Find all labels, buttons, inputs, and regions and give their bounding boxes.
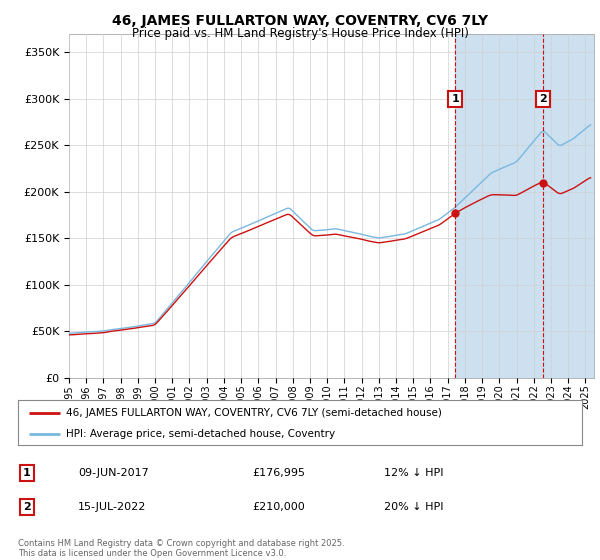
Text: Contains HM Land Registry data © Crown copyright and database right 2025.
This d: Contains HM Land Registry data © Crown c… [18,539,344,558]
Bar [455,34,594,378]
Text: £210,000: £210,000 [252,502,305,512]
Text: 46, JAMES FULLARTON WAY, COVENTRY, CV6 7LY (semi-detached house): 46, JAMES FULLARTON WAY, COVENTRY, CV6 7… [66,408,442,418]
Text: 46, JAMES FULLARTON WAY, COVENTRY, CV6 7LY: 46, JAMES FULLARTON WAY, COVENTRY, CV6 7… [112,14,488,28]
Text: 09-JUN-2017: 09-JUN-2017 [78,468,149,478]
Text: 15-JUL-2022: 15-JUL-2022 [78,502,146,512]
Text: Price paid vs. HM Land Registry's House Price Index (HPI): Price paid vs. HM Land Registry's House … [131,27,469,40]
Text: 1: 1 [23,468,31,478]
Text: 20% ↓ HPI: 20% ↓ HPI [384,502,443,512]
Text: 1: 1 [451,94,459,104]
Text: £176,995: £176,995 [252,468,305,478]
Text: 2: 2 [539,94,547,104]
Text: 12% ↓ HPI: 12% ↓ HPI [384,468,443,478]
Text: 2: 2 [23,502,31,512]
Text: HPI: Average price, semi-detached house, Coventry: HPI: Average price, semi-detached house,… [66,429,335,439]
